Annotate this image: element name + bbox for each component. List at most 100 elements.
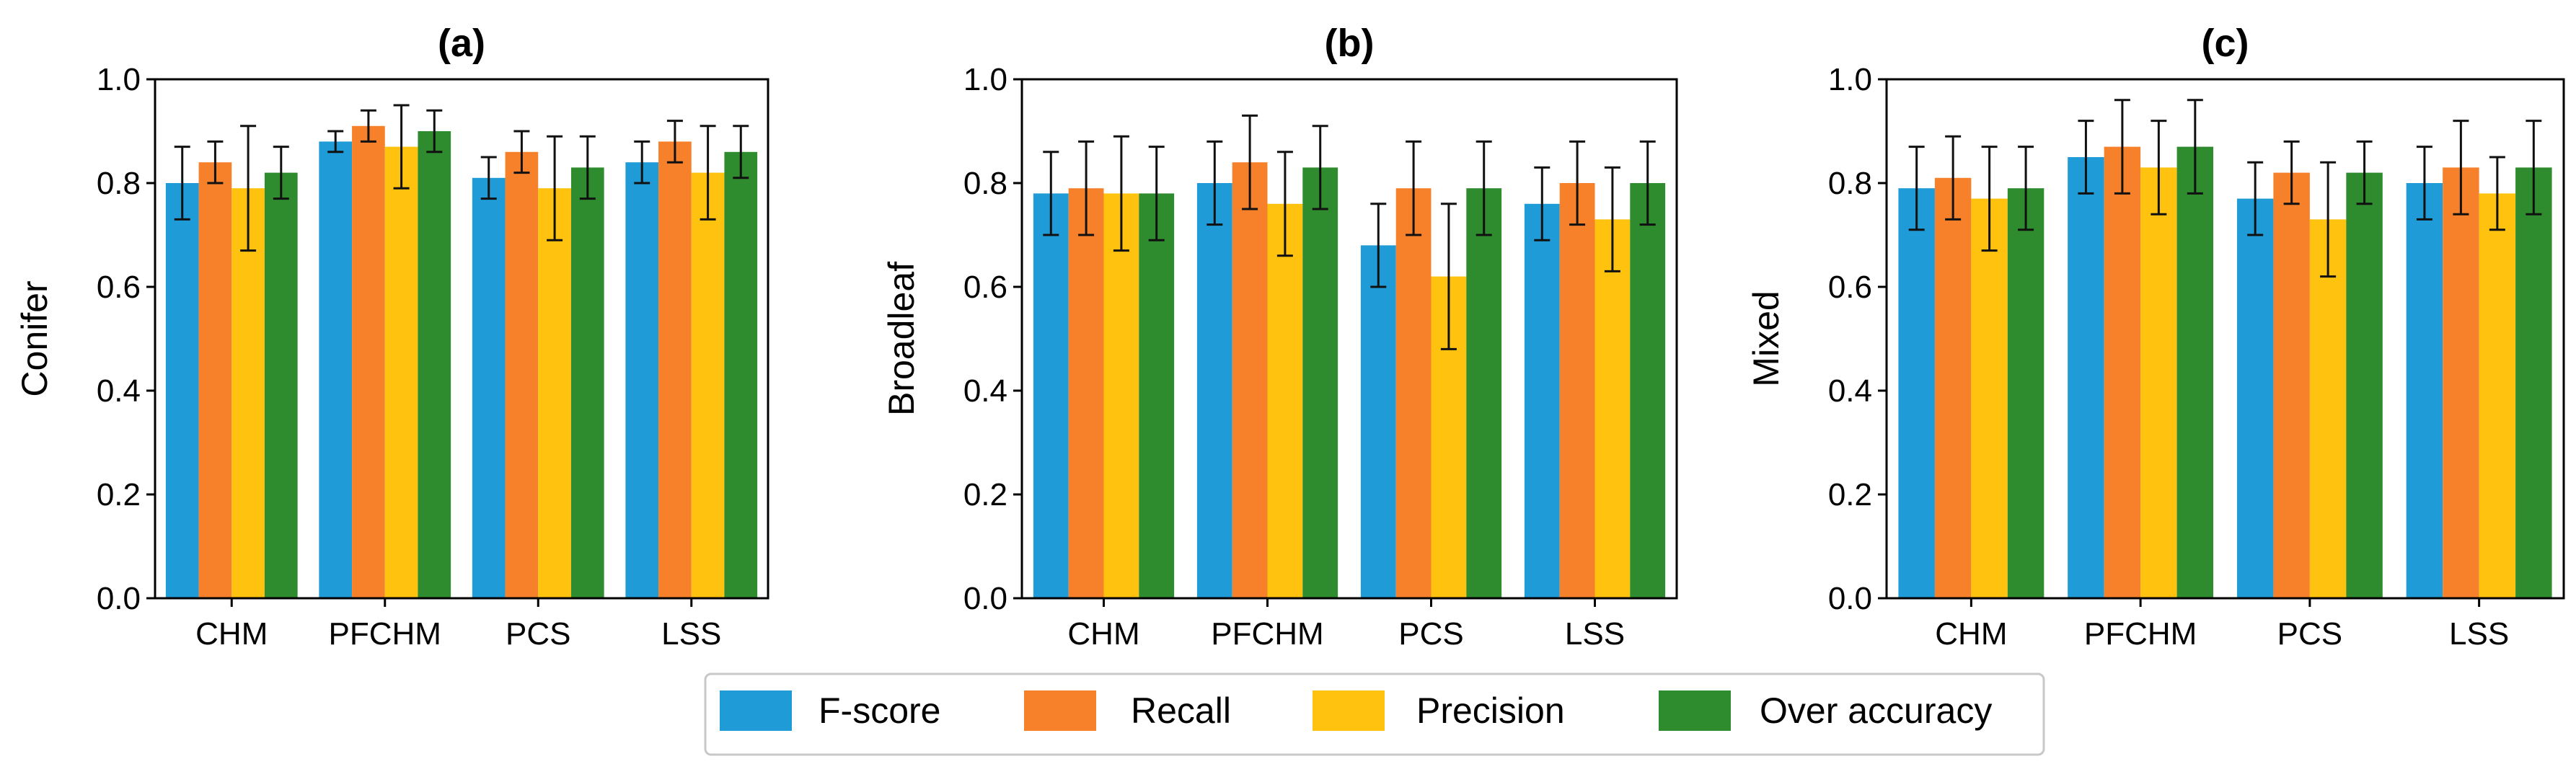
bar-recall-chm [1068, 188, 1104, 598]
y-tick-label: 0.4 [97, 373, 141, 409]
bar-precision-chm [1971, 198, 2008, 599]
bar-over-accuracy-pfchm [2176, 146, 2214, 599]
panels: (a) Conifer 0.0 0.2 0.4 0.6 0.8 1.0 CHM PFCHM PCS L… [14, 22, 2565, 652]
bar-precision-pfchm [1267, 203, 1303, 598]
bar-over-accuracy-pfchm [1302, 167, 1338, 598]
panel-a: (a) Conifer 0.0 0.2 0.4 0.6 0.8 1.0 CHM PFCHM PCS L… [14, 22, 769, 652]
bar-over-accuracy-chm [2007, 188, 2045, 598]
bar-over-accuracy-pcs [1466, 188, 1502, 598]
bar-over-accuracy-lss [2515, 167, 2552, 598]
bar-precision-pfchm [384, 146, 418, 599]
x-tick-label: PCS [506, 616, 570, 652]
legend-label-precision: Precision [1416, 690, 1565, 731]
bar-f-score-pfchm [1196, 183, 1232, 598]
bar-over-accuracy-lss [724, 151, 758, 599]
y-tick-label: 1.0 [963, 62, 1007, 97]
bar-recall-pcs [505, 151, 539, 599]
panel-c: (c) Mixed 0.0 0.2 0.4 0.6 0.8 1.0 CHM PFCHM PCS LSS [1746, 22, 2565, 652]
bar-f-score-chm [1898, 188, 1935, 598]
bar-over-accuracy-pcs [570, 167, 604, 598]
bar-over-accuracy-chm [1139, 193, 1175, 598]
bar-recall-lss [2443, 167, 2479, 598]
x-tick-label: LSS [661, 616, 721, 652]
x-tick-label: CHM [1067, 616, 1139, 652]
panel-title: (a) [438, 22, 485, 65]
x-tick-label: PCS [1398, 616, 1463, 652]
bar-over-accuracy-pcs [2346, 172, 2383, 599]
x-tick-label: PFCHM [2084, 616, 2197, 652]
x-tick-label: PFCHM [1211, 616, 1323, 652]
bar-recall-pcs [2273, 172, 2310, 599]
y-tick-label: 0.0 [1828, 581, 1872, 616]
y-tick-label: 0.8 [97, 166, 141, 201]
plot-frame [154, 78, 769, 600]
y-tick-label: 0.4 [963, 373, 1007, 409]
bar-precision-lss [1594, 219, 1631, 598]
bar-over-accuracy-chm [264, 172, 298, 599]
x-tick-label: LSS [2449, 616, 2509, 652]
y-axis-label: Broadleaf [881, 262, 922, 416]
legend: F-score Recall Precision Over accuracy [704, 672, 2045, 756]
legend-label-f-score: F-score [819, 690, 940, 731]
y-tick-label: 0.8 [963, 166, 1007, 201]
y-tick-label: 1.0 [1828, 62, 1872, 97]
bar-f-score-chm [165, 183, 199, 598]
y-tick-label: 0.0 [97, 581, 141, 616]
bar-f-score-pfchm [2068, 157, 2104, 598]
legend-swatch-over-accuracy [1659, 690, 1731, 731]
bar-precision-pcs [2309, 219, 2347, 598]
bar-precision-chm [1103, 193, 1139, 598]
y-tick-label: 0.2 [1828, 477, 1872, 512]
x-tick-label: LSS [1565, 616, 1625, 652]
legend-swatch-f-score [720, 690, 792, 731]
bar-f-score-pcs [472, 177, 506, 599]
bar-recall-lss [1559, 183, 1595, 598]
bar-recall-lss [658, 141, 692, 598]
bar-f-score-pcs [2236, 198, 2274, 599]
x-tick-label: PFCHM [329, 616, 441, 652]
legend-label-recall: Recall [1131, 690, 1231, 731]
legend-label-over-accuracy: Over accuracy [1760, 690, 1992, 731]
bar-recall-pfchm [2104, 146, 2141, 599]
y-axis-label: Mixed [1746, 290, 1786, 386]
x-tick-label: CHM [195, 616, 268, 652]
bar-f-score-chm [1033, 193, 1069, 598]
y-tick-label: 0.6 [1828, 270, 1872, 305]
panel-title: (c) [2202, 22, 2249, 65]
bar-f-score-lss [1524, 203, 1560, 598]
plot-frame [1885, 78, 2565, 600]
bar-f-score-lss [625, 162, 659, 598]
x-tick-label: CHM [1935, 616, 2007, 652]
y-tick-label: 0.8 [1828, 166, 1872, 201]
bar-f-score-pfchm [319, 141, 353, 598]
bar-precision-lss [691, 172, 725, 599]
bar-recall-pcs [1395, 188, 1432, 598]
legend-swatch-recall [1024, 690, 1096, 731]
panel-b: (b) Broadleaf 0.0 0.2 0.4 0.6 0.8 1.0 CHM PFCHM PC… [881, 22, 1678, 652]
y-tick-label: 0.2 [97, 477, 141, 512]
bar-f-score-pcs [1360, 245, 1396, 598]
y-tick-label: 0.2 [963, 477, 1007, 512]
legend-swatch-precision [1313, 690, 1385, 731]
y-tick-label: 0.4 [1828, 373, 1872, 409]
bar-precision-chm [231, 188, 265, 598]
x-tick-label: PCS [2277, 616, 2342, 652]
panel-title: (b) [1325, 22, 1375, 65]
y-tick-label: 0.6 [97, 270, 141, 305]
bar-recall-pfchm [352, 125, 385, 599]
plot-frame [1020, 78, 1678, 600]
bar-recall-pfchm [1232, 162, 1268, 598]
bar-precision-lss [2479, 193, 2516, 598]
y-tick-label: 0.0 [963, 581, 1007, 616]
bar-over-accuracy-lss [1630, 183, 1666, 598]
y-tick-label: 1.0 [97, 62, 141, 97]
y-tick-label: 0.6 [963, 270, 1007, 305]
bar-recall-chm [1934, 177, 1972, 599]
bar-over-accuracy-pfchm [418, 131, 451, 598]
y-axis-label: Conifer [14, 280, 55, 396]
bar-precision-pfchm [2140, 167, 2177, 598]
bar-recall-chm [198, 162, 232, 598]
bar-f-score-lss [2406, 183, 2443, 598]
bar-precision-pcs [538, 188, 571, 598]
